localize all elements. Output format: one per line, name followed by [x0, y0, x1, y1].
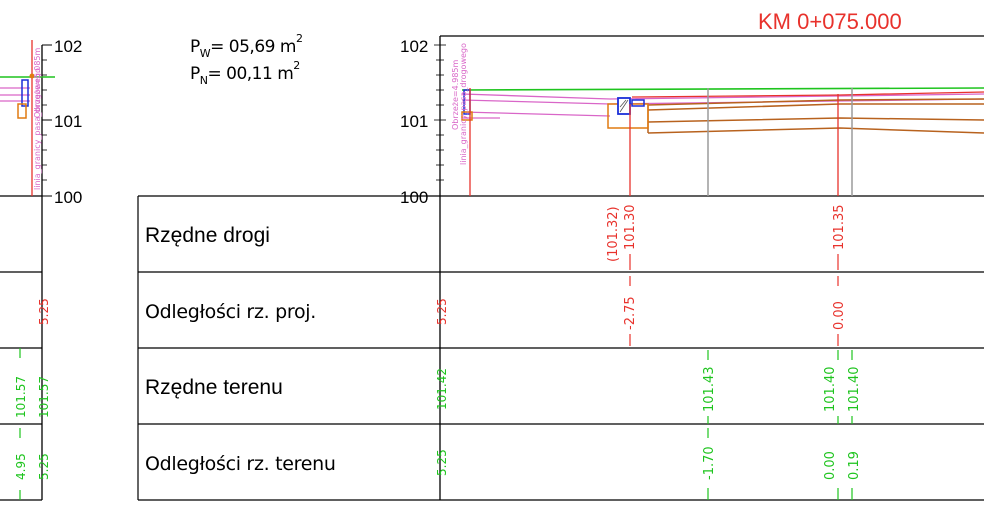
- left-r3-value-b: 101.57: [37, 376, 51, 418]
- r2-value-b: 0.00: [832, 301, 847, 330]
- area-header: PW= 05,69 m2 PN= 00,11 m2 KM 0+075.000: [190, 9, 902, 87]
- r1-value-a2: 101.30: [623, 205, 638, 251]
- r1-value-a1: (101.32): [606, 206, 621, 262]
- r3-value-start: 101.42: [435, 368, 449, 410]
- left-scale-100: 100: [54, 188, 82, 207]
- boundary-foundation: [461, 111, 473, 121]
- curb-hatch: [619, 99, 629, 113]
- right-scale-100: 100: [400, 188, 428, 207]
- r1-dashed-ticks: [629, 254, 839, 270]
- row-label-odleglosci-proj: Odległości rz. proj.: [145, 301, 316, 323]
- left-r4-value-a: 4.95: [14, 453, 28, 480]
- annotation-linia: linia_granicy_pasa_drogowego: [459, 43, 468, 165]
- pavement-layer-3: [647, 117, 984, 123]
- annotation-obrzeze: Obrzeże=4.985m: [451, 59, 460, 130]
- road-surface-line: [631, 91, 984, 98]
- left-r3-value-a: 101.57: [14, 376, 28, 418]
- right-panel: 102 101 100 Rzędne drogi Odległości rz. …: [137, 35, 984, 501]
- ground-line: [461, 87, 984, 91]
- left-r4-value-b: 5.25: [37, 453, 51, 480]
- r3-value-a: 101.43: [702, 367, 717, 413]
- right-minor-ticks: [434, 44, 446, 181]
- pavement-layer-2: [647, 103, 984, 111]
- pavement-layer-1: [647, 98, 984, 106]
- r4-value-c: 0.19: [847, 451, 862, 480]
- row-label-odleglosci-terenu: Odległości rz. terenu: [145, 453, 336, 475]
- right-scale-101: 101: [400, 112, 428, 131]
- left-annotation-linia: linia_granicy_pasa_drogowego: [33, 68, 42, 190]
- r4-dashed-ticks: [707, 428, 853, 500]
- curb-hatch: [619, 99, 627, 108]
- left-scale-101: 101: [54, 112, 82, 131]
- pavement-layer-4: [647, 127, 984, 134]
- left-r2-value: 5.25: [37, 298, 51, 325]
- r4-value-a: -1.70: [702, 446, 717, 480]
- r3-value-c: 101.40: [847, 367, 862, 413]
- left-minor-ticks: [42, 59, 47, 181]
- r1-value-b: 101.35: [832, 205, 847, 251]
- left-annotation-obrzeze: Obrzeże=5.085m: [33, 47, 42, 118]
- area-pn: PN= 00,11 m2: [190, 59, 300, 87]
- curb-edge: [631, 99, 645, 107]
- r2-value-a: -2.75: [623, 296, 638, 330]
- km-label: KM 0+075.000: [758, 9, 902, 34]
- right-scale-102: 102: [400, 37, 428, 56]
- left-panel: 102 101 100 Obrzeże=5.085m linia_granicy…: [0, 37, 82, 501]
- left-scale-102: 102: [54, 37, 82, 56]
- left-foundation: [17, 103, 27, 119]
- right-table-frame: [137, 195, 984, 501]
- r2-value-start: 5.25: [435, 298, 449, 325]
- left-table-lines: [0, 195, 42, 501]
- layer-line: [461, 111, 611, 117]
- r2-dashed-ticks: [629, 276, 839, 346]
- left-curb: [21, 79, 29, 107]
- r3-dashed-ticks: [707, 350, 853, 424]
- left-marker-dot: [29, 73, 35, 79]
- row-label-rzedne-drogi: Rzędne drogi: [145, 224, 270, 247]
- r4-value-start: 5.25: [435, 449, 449, 476]
- r3-value-b: 101.40: [823, 367, 838, 413]
- layer-line: [461, 93, 984, 100]
- row-label-rzedne-terenu: Rzędne terenu: [145, 376, 283, 399]
- r4-value-b: 0.00: [823, 451, 838, 480]
- area-pw: PW= 05,69 m2: [190, 32, 302, 60]
